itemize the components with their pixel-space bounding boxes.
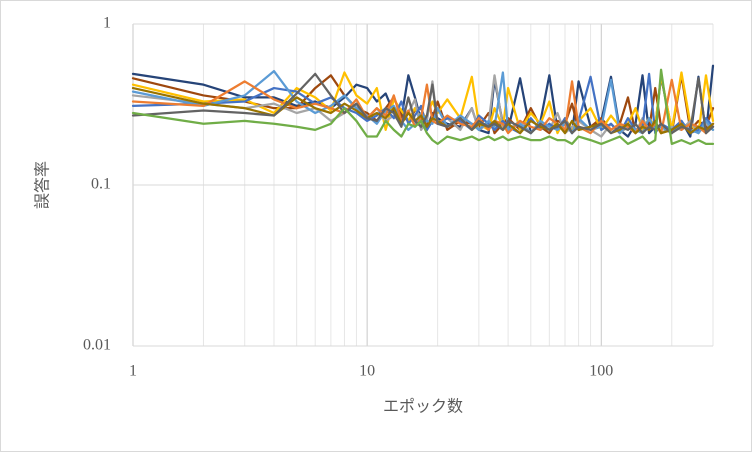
data-line: [131, 72, 715, 135]
y-axis-title: 誤答率: [34, 161, 52, 209]
y-tick-label: 1: [103, 15, 111, 32]
x-tick-label: 1: [129, 363, 137, 380]
x-axis-title: エポック数: [383, 398, 463, 416]
data-line: [131, 86, 715, 135]
x-tick-label: 10: [359, 363, 375, 380]
data-line: [131, 68, 715, 146]
data-line: [131, 78, 715, 135]
y-tick-label: 0.1: [91, 176, 111, 193]
x-tick-label: 100: [589, 363, 613, 380]
y-tick-label: 0.01: [83, 337, 111, 354]
